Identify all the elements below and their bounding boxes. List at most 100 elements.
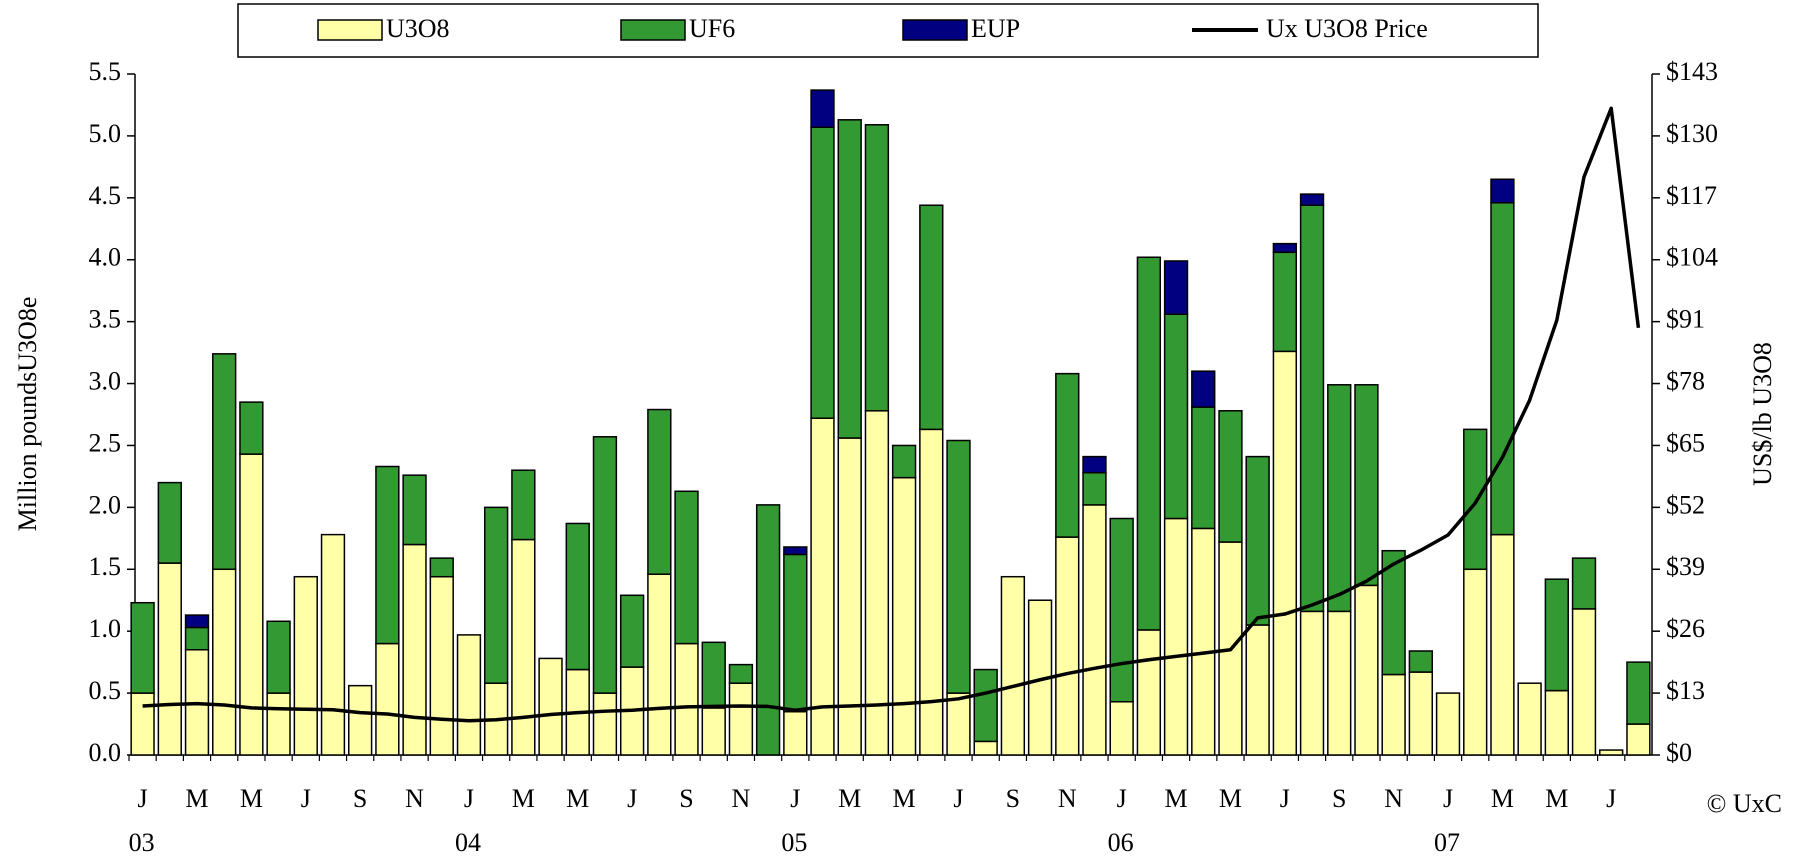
y2-tick-label: $13	[1666, 676, 1705, 705]
bar-segment	[864, 124, 890, 412]
bar-segment	[1327, 384, 1352, 613]
bar-segment	[592, 692, 618, 756]
bar-segment	[1245, 624, 1270, 756]
bar-segment	[375, 465, 400, 645]
bar-segment	[1544, 689, 1569, 756]
legend-label: Ux U3O8 Price	[1266, 14, 1428, 43]
bar-segment	[973, 740, 998, 756]
bar-segment	[1327, 610, 1352, 756]
bar-segment	[1272, 251, 1298, 353]
y-tick-label: 3.0	[89, 367, 122, 396]
x-tick-label: N	[1384, 784, 1403, 813]
bar-segment	[184, 626, 210, 651]
x-group-label: 03	[129, 828, 155, 857]
y-tick-label: 1.0	[89, 614, 122, 643]
bar-segment	[266, 620, 291, 694]
bar-segment	[1272, 350, 1298, 756]
y-tick-label: 0.0	[89, 738, 122, 767]
bar-segment	[429, 575, 454, 756]
bar-segment	[1299, 204, 1325, 613]
bar-segment	[1136, 629, 1162, 756]
y-tick-label: 1.5	[89, 552, 122, 581]
x-tick-label: M	[1165, 784, 1188, 813]
bar-segment	[946, 439, 971, 694]
bar-segment	[1544, 578, 1569, 692]
x-tick-label: J	[1280, 784, 1290, 813]
bar-segment	[1109, 517, 1134, 703]
bar-segment	[1082, 504, 1107, 756]
legend-label: UF6	[689, 14, 735, 43]
bar-segment	[1109, 701, 1134, 756]
y2-tick-label: $143	[1666, 57, 1718, 86]
y-tick-label: 5.5	[89, 57, 122, 86]
bar-segment	[1435, 692, 1461, 756]
legend-swatch	[902, 19, 968, 41]
bar-segment	[1082, 471, 1107, 506]
x-tick-label: J	[138, 784, 148, 813]
bar-segment	[1055, 372, 1080, 538]
bar-segment	[456, 634, 482, 756]
bar-segment	[402, 474, 427, 546]
x-tick-label: J	[953, 784, 963, 813]
bar-segment	[837, 119, 862, 439]
bar-segment	[674, 642, 699, 756]
x-tick-label: J	[1606, 784, 1616, 813]
bar-segment	[783, 546, 808, 556]
x-group-label: 05	[781, 828, 807, 857]
bar-segment	[212, 568, 237, 756]
bar-segment	[239, 401, 264, 455]
credit: © UxC	[1707, 789, 1782, 818]
x-tick-label: S	[1332, 784, 1346, 813]
bar-segment	[212, 353, 237, 571]
bar-segment	[647, 408, 672, 575]
x-tick-label: J	[301, 784, 311, 813]
bar-segment	[1599, 749, 1624, 756]
bar-segment	[1299, 193, 1325, 206]
bar-segment	[1082, 455, 1107, 474]
x-tick-label: J	[1443, 784, 1453, 813]
y-tick-label: 2.5	[89, 428, 122, 457]
x-tick-label: M	[185, 784, 208, 813]
bar-segment	[130, 601, 155, 694]
bar-segment	[483, 506, 509, 684]
bar-segment	[375, 642, 400, 756]
x-tick-label: M	[1491, 784, 1514, 813]
bar-segment	[1408, 671, 1434, 756]
bar-segment	[891, 476, 917, 756]
bar-segment	[293, 575, 318, 756]
bar-segment	[538, 657, 563, 756]
y2-tick-label: $117	[1666, 181, 1717, 210]
bar-segment	[1191, 527, 1216, 756]
y2-tick-label: $91	[1666, 305, 1705, 334]
bar-segment	[1490, 202, 1515, 536]
bar-segment	[1408, 650, 1434, 673]
bar-segment	[266, 692, 291, 756]
y2-tick-label: $0	[1666, 738, 1692, 767]
x-tick-label: J	[464, 784, 474, 813]
bar-segment	[1463, 568, 1488, 756]
y-tick-label: 4.0	[89, 243, 122, 272]
x-tick-label: J	[627, 784, 637, 813]
bar-segment	[1571, 608, 1597, 756]
y2-tick-label: $39	[1666, 552, 1705, 581]
bar-segment	[1299, 610, 1325, 756]
x-tick-label: J	[1117, 784, 1127, 813]
bar-segment	[1626, 661, 1651, 725]
y2-tick-label: $104	[1666, 243, 1718, 272]
bar-segment	[1354, 384, 1379, 587]
bar-segment	[402, 543, 427, 756]
x-tick-label: M	[240, 784, 263, 813]
bar-segment	[1517, 682, 1542, 756]
bar-segment	[755, 504, 781, 756]
bar-segment	[1163, 313, 1189, 520]
y2-tick-label: $26	[1666, 614, 1705, 643]
bar-segment	[1000, 575, 1026, 756]
bar-segment	[1381, 673, 1406, 756]
bar-segment	[1245, 455, 1270, 626]
y2-axis-label: US$/lb U3O8	[1748, 342, 1777, 486]
bar-segment	[1163, 517, 1189, 756]
y-tick-label: 5.0	[89, 119, 122, 148]
bar-segment	[1490, 178, 1515, 204]
bar-segment	[647, 573, 672, 756]
